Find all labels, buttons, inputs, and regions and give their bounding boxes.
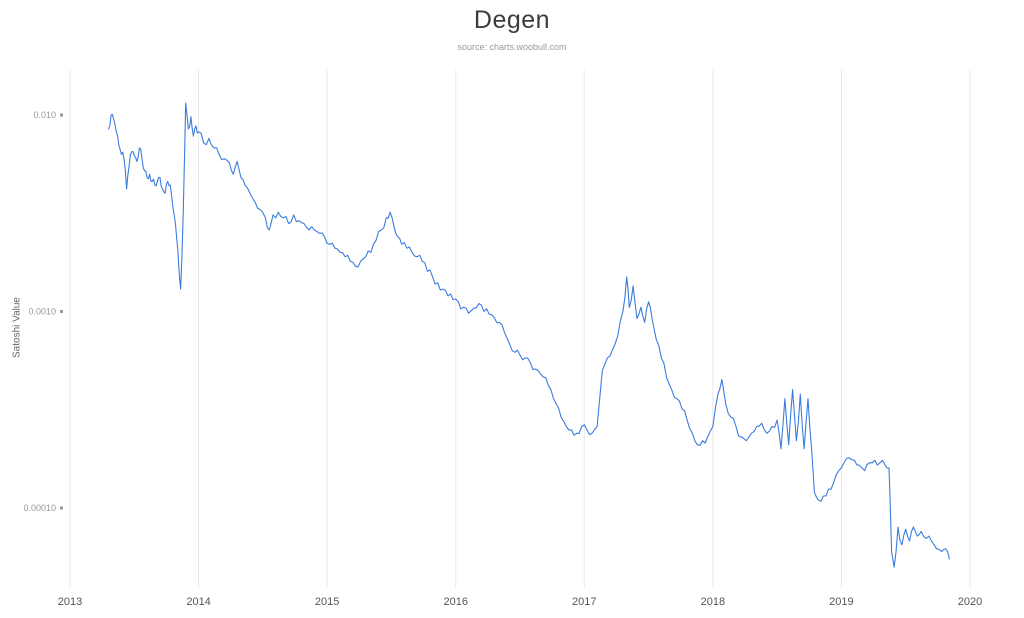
x-tick-label-2013: 2013 [58,596,82,608]
x-tick-label-2020: 2020 [958,596,982,608]
x-tick-label-2017: 2017 [572,596,596,608]
x-tick-label-2018: 2018 [701,596,725,608]
x-tick-label-2019: 2019 [829,596,853,608]
y-tick-mark [60,310,63,313]
x-tick-label-2015: 2015 [315,596,339,608]
chart-source-subtitle: source: charts.woobull.com [457,42,567,52]
y-tick-label-0.0010: 0.0010 [28,307,56,317]
y-tick-mark [60,506,63,510]
y-tick-mark [60,113,63,117]
satoshi-value-series-line [108,102,950,568]
x-tick-label-2014: 2014 [186,596,210,608]
y-tick-label-0.00010: 0.00010 [23,503,56,513]
x-tick-label-2016: 2016 [443,596,467,608]
y-tick-label-0.010: 0.010 [33,110,56,120]
chart-title: Degen [473,6,551,34]
